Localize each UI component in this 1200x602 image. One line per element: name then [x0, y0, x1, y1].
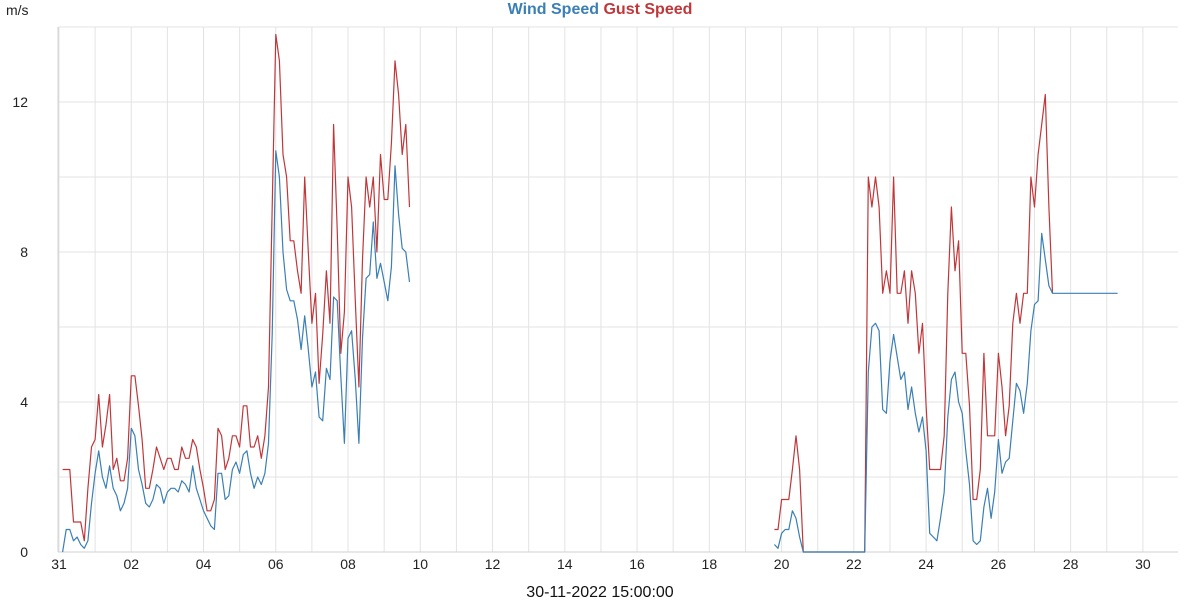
chart-timestamp: 30-11-2022 15:00:00	[526, 584, 674, 601]
x-tick-label: 08	[340, 556, 356, 572]
x-tick-label: 04	[196, 556, 212, 572]
wind-speed-line	[62, 150, 411, 553]
legend-gust-speed[interactable]: Gust Speed	[603, 1, 693, 18]
x-tick-label: 31	[51, 556, 67, 572]
x-tick-label: 24	[918, 556, 934, 572]
x-tick-label: 30	[1135, 556, 1151, 572]
grid-lines	[57, 26, 1178, 553]
x-tick-label: 20	[774, 556, 790, 572]
x-tick-label: 06	[268, 556, 284, 572]
chart-legend-title: Wind Speed Gust Speed	[0, 1, 1200, 19]
y-axis-unit-label: m/s	[6, 2, 29, 18]
legend-wind-speed[interactable]: Wind Speed	[507, 1, 600, 18]
series-lines	[62, 33, 1118, 553]
gust-speed-line	[62, 33, 411, 542]
x-tick-label: 18	[702, 556, 718, 572]
x-tick-label: 02	[123, 556, 139, 572]
x-tick-label: 14	[557, 556, 573, 572]
x-tick-label: 12	[485, 556, 501, 572]
y-tick-label: 0	[20, 544, 28, 560]
y-tick-label: 12	[12, 94, 28, 110]
gust-speed-line	[774, 93, 1054, 553]
x-tick-label: 16	[629, 556, 645, 572]
x-tick-label: 26	[991, 556, 1007, 572]
x-tick-label: 10	[413, 556, 429, 572]
wind-speed-line	[773, 232, 1118, 553]
x-tick-label: 28	[1063, 556, 1079, 572]
y-tick-label: 4	[20, 394, 28, 410]
y-tick-label: 8	[20, 244, 28, 260]
x-tick-label: 22	[846, 556, 862, 572]
